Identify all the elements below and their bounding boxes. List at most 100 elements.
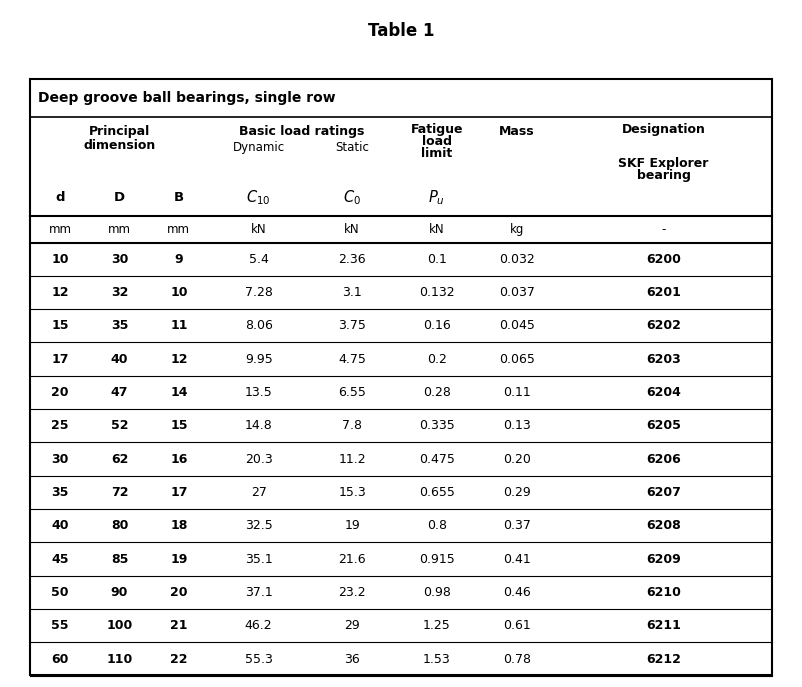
- Text: 37.1: 37.1: [245, 586, 273, 599]
- Text: 1.25: 1.25: [423, 619, 451, 632]
- Text: 6209: 6209: [646, 552, 681, 565]
- Text: Static: Static: [335, 141, 369, 153]
- Text: 40: 40: [111, 352, 128, 365]
- Text: 52: 52: [111, 419, 128, 432]
- Text: 0.655: 0.655: [419, 486, 455, 499]
- Text: 62: 62: [111, 453, 128, 466]
- Text: 9: 9: [175, 253, 183, 266]
- Text: 0.8: 0.8: [427, 519, 447, 532]
- Text: 0.41: 0.41: [503, 552, 531, 565]
- Text: limit: limit: [421, 148, 452, 160]
- Text: 45: 45: [51, 552, 69, 565]
- Text: Principal: Principal: [89, 126, 150, 138]
- Text: 80: 80: [111, 519, 128, 532]
- Text: 23.2: 23.2: [338, 586, 366, 599]
- Text: 1.53: 1.53: [423, 653, 451, 666]
- Text: 7.28: 7.28: [245, 286, 273, 299]
- Text: 21.6: 21.6: [338, 552, 366, 565]
- Text: Mass: Mass: [499, 126, 535, 138]
- Text: 40: 40: [51, 519, 69, 532]
- Text: Table 1: Table 1: [368, 22, 434, 40]
- Text: 46.2: 46.2: [245, 619, 273, 632]
- Text: 0.20: 0.20: [503, 453, 531, 466]
- Text: 0.915: 0.915: [419, 552, 455, 565]
- Text: kg: kg: [510, 223, 524, 236]
- Text: 36: 36: [344, 653, 360, 666]
- Text: 6202: 6202: [646, 319, 681, 333]
- Text: 6206: 6206: [646, 453, 681, 466]
- Text: 47: 47: [111, 386, 128, 399]
- Text: 2.36: 2.36: [338, 253, 366, 266]
- Text: 11.2: 11.2: [338, 453, 366, 466]
- Text: 40.5: 40.5: [338, 686, 366, 687]
- Text: 90: 90: [111, 586, 128, 599]
- Text: 17: 17: [51, 352, 69, 365]
- Text: SKF Explorer: SKF Explorer: [618, 157, 709, 170]
- Text: 0.11: 0.11: [503, 386, 531, 399]
- Bar: [30, 79, 772, 675]
- Text: 21: 21: [170, 619, 188, 632]
- Text: 0.99: 0.99: [503, 686, 531, 687]
- Text: kN: kN: [429, 223, 444, 236]
- Text: 32.5: 32.5: [245, 519, 273, 532]
- Text: 30: 30: [51, 453, 69, 466]
- Text: 8.06: 8.06: [245, 319, 273, 333]
- Text: 4.75: 4.75: [338, 352, 366, 365]
- Text: Deep groove ball bearings, single row: Deep groove ball bearings, single row: [38, 91, 336, 105]
- Text: 1.73: 1.73: [423, 686, 451, 687]
- Text: 0.46: 0.46: [503, 586, 531, 599]
- Text: 110: 110: [107, 653, 132, 666]
- Text: 19: 19: [344, 519, 360, 532]
- Text: 0.29: 0.29: [503, 486, 531, 499]
- Text: 85: 85: [111, 552, 128, 565]
- Text: d: d: [55, 191, 65, 203]
- Text: dimension: dimension: [83, 139, 156, 152]
- Text: 6205: 6205: [646, 419, 681, 432]
- Text: 5.4: 5.4: [249, 253, 269, 266]
- Text: kN: kN: [344, 223, 360, 236]
- Text: 18: 18: [170, 519, 188, 532]
- Text: 0.16: 0.16: [423, 319, 451, 333]
- Text: 120: 120: [107, 686, 132, 687]
- Text: 15: 15: [51, 319, 69, 333]
- Text: -: -: [662, 223, 666, 236]
- Text: 0.28: 0.28: [423, 386, 451, 399]
- Text: 0.065: 0.065: [499, 352, 535, 365]
- Text: 100: 100: [107, 619, 132, 632]
- Text: $P_u$: $P_u$: [428, 188, 445, 207]
- Text: 17: 17: [170, 486, 188, 499]
- Text: 32: 32: [111, 286, 128, 299]
- Text: mm: mm: [49, 223, 71, 236]
- Text: 15.3: 15.3: [338, 486, 366, 499]
- Text: 12: 12: [170, 352, 188, 365]
- Text: 30: 30: [111, 253, 128, 266]
- Text: 0.045: 0.045: [499, 319, 535, 333]
- Text: Dynamic: Dynamic: [233, 141, 285, 153]
- Text: 0.335: 0.335: [419, 419, 455, 432]
- Text: Basic load ratings: Basic load ratings: [239, 126, 365, 138]
- Text: 0.475: 0.475: [419, 453, 455, 466]
- Text: load: load: [422, 135, 452, 148]
- Text: mm: mm: [108, 223, 131, 236]
- Text: 6212: 6212: [646, 653, 681, 666]
- Text: 6200: 6200: [646, 253, 681, 266]
- Text: 12: 12: [51, 286, 69, 299]
- Text: 58.5: 58.5: [245, 686, 273, 687]
- Text: 6213: 6213: [646, 686, 681, 687]
- Text: mm: mm: [168, 223, 190, 236]
- Text: 6203: 6203: [646, 352, 681, 365]
- Text: 0.61: 0.61: [503, 619, 531, 632]
- Text: 7.8: 7.8: [342, 419, 362, 432]
- Text: 19: 19: [170, 552, 188, 565]
- Text: 0.98: 0.98: [423, 586, 451, 599]
- Text: B: B: [174, 191, 184, 203]
- Text: bearing: bearing: [637, 170, 691, 182]
- Text: D: D: [114, 191, 125, 203]
- Text: 0.1: 0.1: [427, 253, 447, 266]
- Text: 10: 10: [51, 253, 69, 266]
- Text: 11: 11: [170, 319, 188, 333]
- Text: 0.037: 0.037: [499, 286, 535, 299]
- Text: 50: 50: [51, 586, 69, 599]
- Text: 23: 23: [170, 686, 188, 687]
- Text: 0.032: 0.032: [499, 253, 535, 266]
